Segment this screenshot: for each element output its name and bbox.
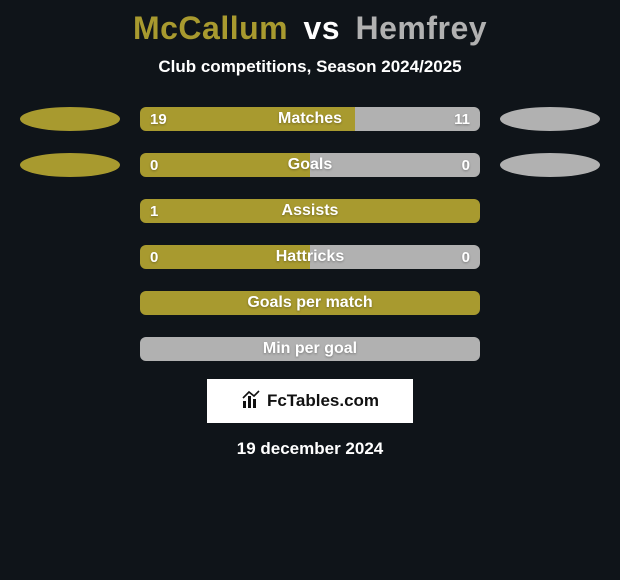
player1-name: McCallum [133, 10, 288, 46]
stat-value-player2: 0 [452, 245, 480, 269]
stat-value-player2: 0 [452, 153, 480, 177]
player2-badge [500, 153, 600, 177]
stat-value-player1: 0 [140, 245, 168, 269]
stat-row: 1Assists [0, 199, 620, 223]
stat-row: Goals per match [0, 291, 620, 315]
stat-bar: 00Hattricks [140, 245, 480, 269]
stat-bar: Min per goal [140, 337, 480, 361]
comparison-card: McCallum vs Hemfrey Club competitions, S… [0, 0, 620, 580]
stat-row: 00Hattricks [0, 245, 620, 269]
stat-bar: Goals per match [140, 291, 480, 315]
footer-attribution: FcTables.com [207, 379, 413, 423]
subtitle: Club competitions, Season 2024/2025 [0, 57, 620, 77]
stat-value-player1: 0 [140, 153, 168, 177]
bar-segment-player1 [140, 291, 480, 315]
stat-row: 1911Matches [0, 107, 620, 131]
player2-name: Hemfrey [355, 10, 487, 46]
bar-segment-player2 [140, 337, 480, 361]
stat-row: Min per goal [0, 337, 620, 361]
stat-value-player1: 1 [140, 199, 168, 223]
stats-rows: 1911Matches00Goals1Assists00HattricksGoa… [0, 107, 620, 361]
stat-value-player1: 19 [140, 107, 177, 131]
stat-row: 00Goals [0, 153, 620, 177]
vs-label: vs [303, 10, 340, 46]
player1-badge [20, 153, 120, 177]
footer-text: FcTables.com [267, 391, 379, 411]
chart-icon [241, 390, 261, 413]
stat-bar: 1911Matches [140, 107, 480, 131]
page-title: McCallum vs Hemfrey [0, 10, 620, 47]
bar-segment-player1 [140, 199, 480, 223]
stat-value-player2: 11 [444, 107, 480, 131]
date-label: 19 december 2024 [0, 439, 620, 459]
player2-badge [500, 107, 600, 131]
stat-bar: 1Assists [140, 199, 480, 223]
stat-bar: 00Goals [140, 153, 480, 177]
player1-badge [20, 107, 120, 131]
